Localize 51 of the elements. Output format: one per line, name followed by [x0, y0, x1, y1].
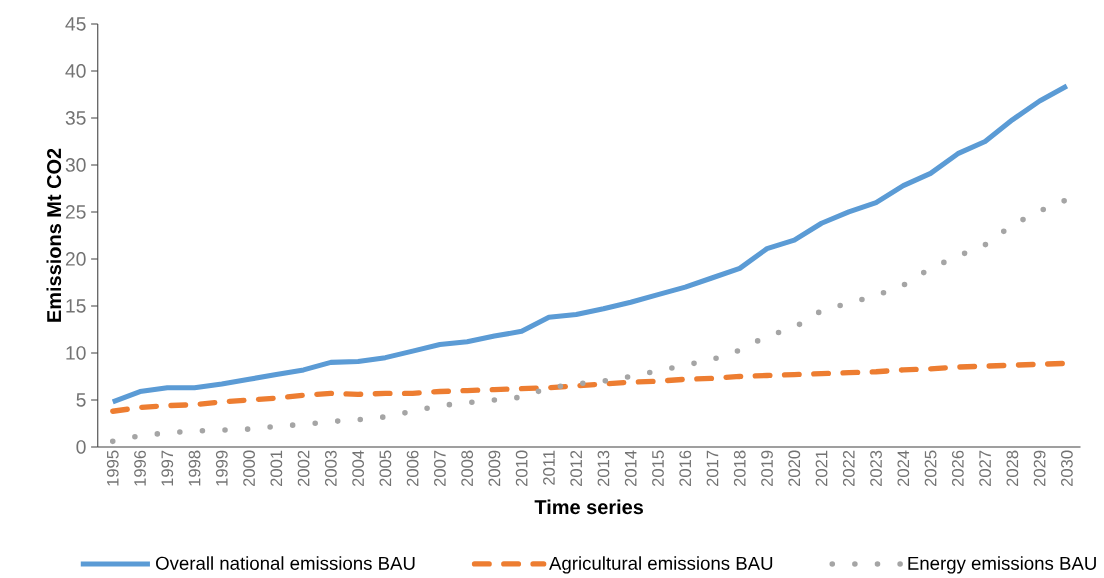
x-tick-label: 2021: [815, 450, 828, 487]
y-tick-label: 30: [65, 158, 86, 172]
x-tick-label: 2025: [924, 450, 937, 487]
x-tick-label: 2022: [842, 450, 855, 487]
x-tick-label: 2002: [297, 450, 310, 487]
x-tick-label: 2019: [761, 450, 773, 487]
x-tick-label: 2024: [897, 450, 910, 487]
x-tick-label: 1997: [161, 450, 174, 486]
y-tick-label: 10: [66, 346, 86, 360]
y-tick-label: 25: [65, 205, 86, 219]
x-tick-label: 2017: [706, 450, 719, 487]
x-tick-label: 2015: [652, 450, 664, 487]
x-tick-label: 2023: [870, 450, 882, 487]
x-tick-label: 2007: [434, 450, 446, 487]
x-tick-label: 2005: [379, 450, 392, 487]
x-tick-label: 2029: [1033, 450, 1046, 487]
x-tick-label: 2028: [1006, 450, 1019, 487]
x-tick-label: 2026: [951, 450, 964, 487]
y-tick-label: 35: [65, 111, 86, 125]
y-tick-label: 0: [76, 440, 86, 454]
x-tick-label: 2000: [243, 450, 255, 487]
y-tick-label: 45: [65, 17, 86, 31]
legend-label: Energy emissions BAU: [908, 556, 1096, 574]
x-tick-label: 2003: [324, 450, 337, 487]
x-tick-label: 2009: [488, 450, 501, 487]
y-axis-title: Emissions Mt CO2: [46, 148, 62, 322]
x-tick-label: 1999: [215, 450, 228, 486]
legend-label: Agricultural emissions BAU: [549, 556, 773, 574]
x-tick-label: 2027: [979, 450, 991, 487]
x-tick-label: 2018: [733, 450, 746, 487]
x-tick-label: 2008: [461, 450, 474, 487]
y-tick-label: 5: [76, 393, 86, 407]
x-tick-label: 2020: [788, 450, 801, 487]
x-tick-label: 2013: [597, 450, 610, 487]
x-axis-title: Time series: [534, 499, 643, 515]
x-tick-label: 1995: [106, 450, 119, 486]
x-tick-label: 2016: [679, 450, 692, 487]
x-tick-label: 2001: [270, 450, 283, 487]
x-tick-label: 1996: [134, 450, 146, 486]
legend-label: Overall national emissions BAU: [156, 556, 415, 571]
x-tick-label: 2011: [543, 450, 555, 485]
y-tick-label: 40: [65, 64, 86, 78]
x-tick-label: 2010: [515, 450, 528, 487]
x-tick-label: 2014: [624, 450, 637, 487]
x-tick-label: 1998: [188, 450, 201, 486]
x-tick-label: 2012: [570, 450, 583, 487]
y-tick-label: 20: [65, 252, 86, 266]
y-tick-label: 15: [66, 299, 86, 313]
x-tick-label: 2006: [406, 450, 419, 487]
x-tick-label: 2004: [352, 450, 364, 487]
x-tick-label: 2030: [1061, 450, 1073, 487]
